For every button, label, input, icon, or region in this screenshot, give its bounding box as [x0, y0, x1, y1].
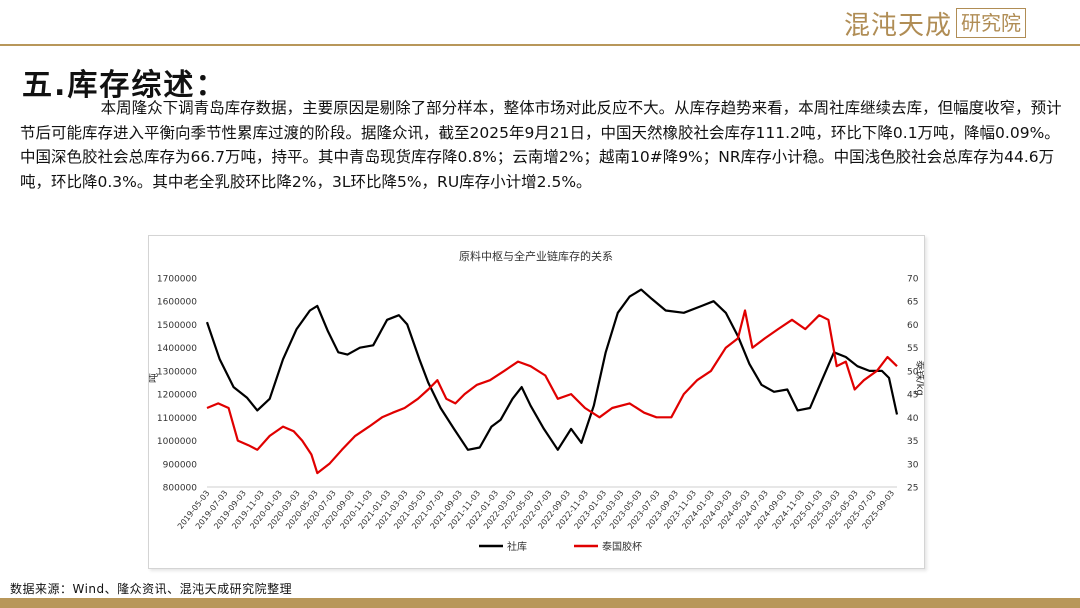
right-tick-label: 70 [907, 275, 919, 285]
right-tick-label: 50 [907, 367, 919, 377]
right-tick-label: 60 [907, 321, 919, 331]
left-tick-label: 1100000 [157, 414, 197, 424]
left-tick-label: 1600000 [157, 298, 197, 308]
right-tick-label: 55 [907, 344, 918, 354]
right-axis-label: 泰铢/kg [914, 360, 924, 396]
right-tick-label: 35 [907, 437, 918, 447]
left-tick-label: 800000 [163, 484, 198, 494]
right-axis-ticks: 25 30 35 40 45 50 55 60 65 70 [907, 275, 919, 494]
left-tick-label: 900000 [163, 460, 198, 470]
summary-paragraph: 本周隆众下调青岛库存数据，主要原因是剔除了部分样本，整体市场对此反应不大。从库存… [20, 99, 1062, 191]
series-line-thai-cup-lump [206, 309, 898, 475]
x-axis-ticks: 2019-05-032019-07-032019-09-032019-11-03… [176, 489, 896, 531]
left-tick-label: 1300000 [157, 367, 197, 377]
left-tick-label: 1700000 [157, 275, 197, 285]
left-axis-label: 吨 [149, 373, 160, 383]
brand-logo: 混沌天成 研究院 [844, 6, 1064, 41]
data-source-note: 数据来源：Wind、隆众资讯、混沌天成研究院整理 [10, 582, 293, 596]
right-tick-label: 25 [907, 484, 918, 494]
left-tick-label: 1200000 [157, 391, 197, 401]
right-tick-label: 40 [907, 414, 919, 424]
brand-dept: 研究院 [956, 8, 1027, 38]
series-layer [205, 288, 899, 475]
right-tick-label: 65 [907, 298, 918, 308]
left-tick-label: 1000000 [157, 437, 197, 447]
chart-title: 原料中枢与全产业链库存的关系 [459, 249, 613, 263]
left-tick-label: 1400000 [157, 344, 197, 354]
section-title: 五.库存综述： [22, 68, 228, 103]
legend-label: 社库 [507, 540, 527, 553]
footer-bar [0, 598, 1080, 608]
header-divider [0, 44, 1080, 46]
left-tick-label: 1500000 [157, 321, 197, 331]
chart-legend: 社库 泰国胶杯 [479, 540, 642, 553]
series-line-social-inventory [205, 288, 899, 451]
left-axis-ticks: 800000 900000 1000000 1100000 1200000 1300000… [157, 275, 197, 494]
chart-container: 原料中枢与全产业链库存的关系 800000 900000 1000000 110000… [148, 235, 925, 569]
right-tick-label: 30 [907, 460, 919, 470]
inventory-chart: 原料中枢与全产业链库存的关系 800000 900000 1000000 110000… [149, 249, 924, 553]
right-tick-label: 45 [907, 391, 918, 401]
brand-name: 混沌天成 [844, 10, 953, 41]
legend-label: 泰国胶杯 [602, 540, 642, 553]
